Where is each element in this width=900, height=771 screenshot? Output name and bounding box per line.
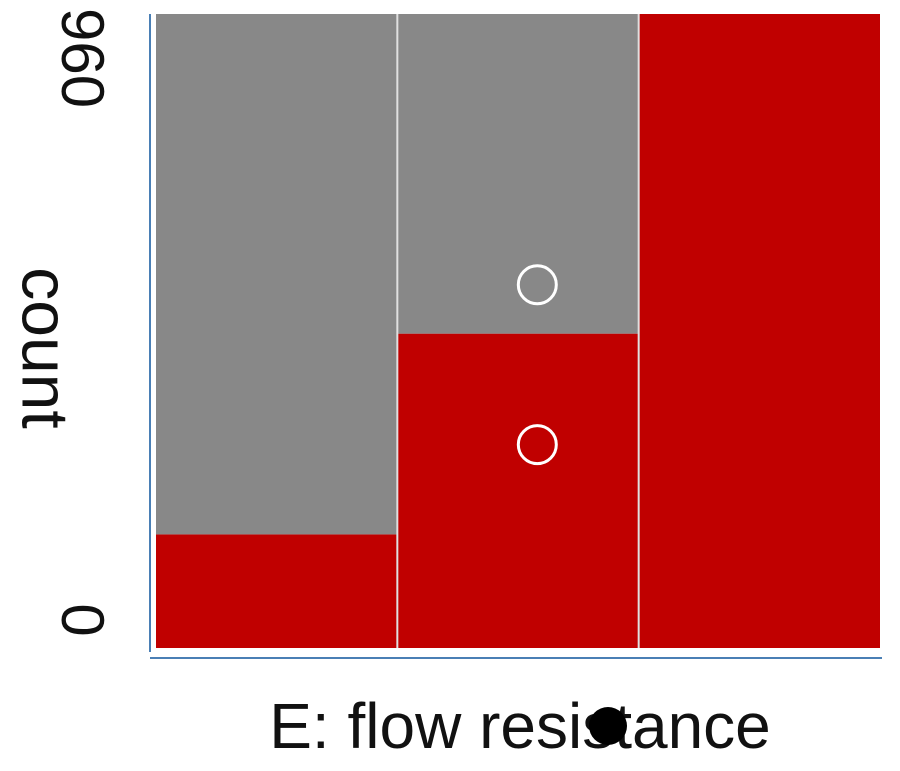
bar-segment-0-0 xyxy=(156,534,398,648)
bars-layer xyxy=(156,14,880,648)
axes-layer: 960 0 count E: flow resistance xyxy=(9,8,882,762)
markers-layer xyxy=(516,264,558,466)
cursor-dot xyxy=(589,707,627,745)
bar-segment-0-1 xyxy=(156,14,398,535)
y-tick-label-bottom: 0 xyxy=(49,603,116,636)
bar-segment-1-0 xyxy=(397,333,639,648)
y-axis-title: count xyxy=(9,267,83,428)
marker-circle-0 xyxy=(516,264,558,306)
marker-circle-1 xyxy=(516,424,558,466)
y-tick-label-top: 960 xyxy=(49,8,116,108)
x-axis-title: E: flow resistance xyxy=(269,690,771,762)
bar-segment-2-0 xyxy=(638,14,880,648)
